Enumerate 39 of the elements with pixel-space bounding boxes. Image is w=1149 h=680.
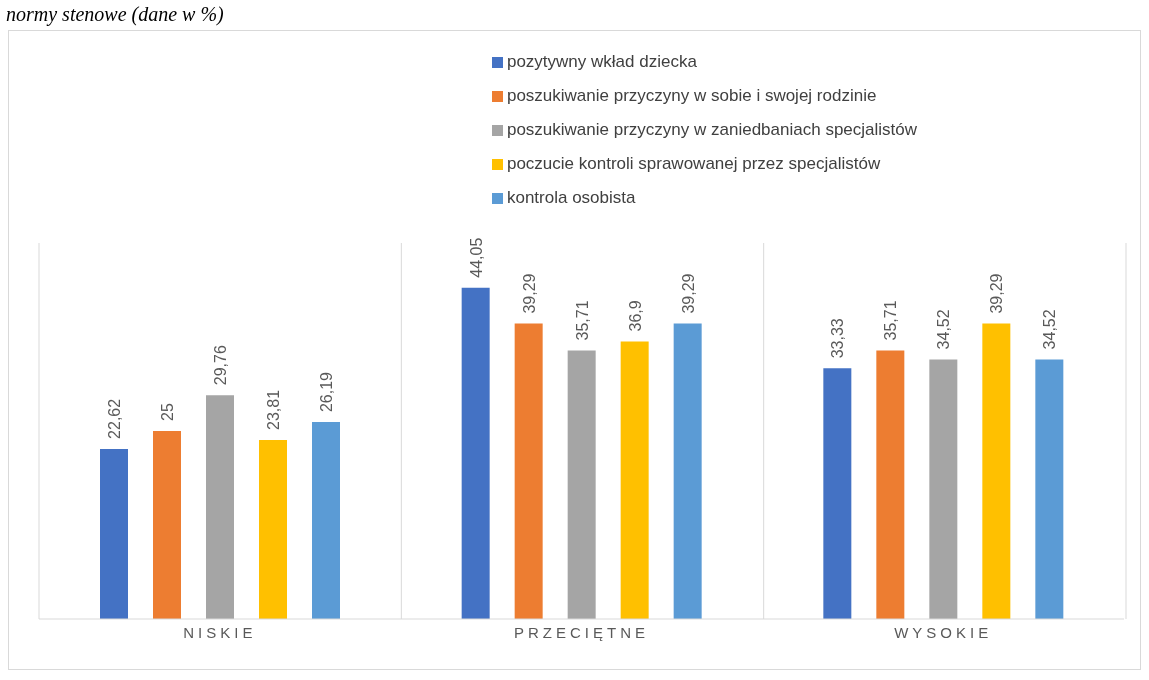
bar: [100, 448, 128, 619]
data-label: 26,19: [318, 371, 335, 413]
x-tick-label: WYSOKIE: [894, 623, 993, 641]
bar: [567, 350, 596, 619]
x-tick-label: NISKIE: [183, 623, 257, 641]
legend-label: poszukiwanie przyczyny w zaniedbaniach specjalistów: [506, 120, 918, 140]
bar: [620, 341, 649, 619]
data-label: 35,71: [882, 300, 900, 341]
data-label: 39,29: [520, 273, 538, 314]
x-tick-label: PRZECIĘTNE: [513, 623, 650, 641]
data-label: 34,52: [1041, 309, 1059, 350]
bar: [1035, 359, 1064, 619]
data-label: 33,33: [829, 318, 847, 359]
bar: [876, 350, 905, 619]
legend-label: poczucie kontroli sprawowanej przez specjalistów: [506, 154, 881, 174]
data-label: 35,71: [573, 300, 591, 341]
data-label: 36,9: [626, 300, 644, 332]
bar: [514, 323, 543, 619]
bar: [673, 323, 702, 619]
bar: [929, 359, 958, 619]
data-label: 25: [159, 403, 176, 421]
bar: [259, 439, 287, 619]
data-label: 22,62: [106, 398, 123, 439]
bar: [206, 395, 234, 619]
legend-label: pozytywny wkład dziecka: [506, 52, 697, 72]
legend-label: kontrola osobista: [506, 188, 636, 208]
data-label: 39,29: [679, 273, 697, 314]
bar: [312, 422, 340, 619]
bar: [823, 368, 852, 619]
bar: [982, 323, 1011, 619]
data-label: 34,52: [935, 309, 953, 350]
data-label: 29,76: [212, 345, 229, 386]
data-label: 23,81: [265, 389, 282, 430]
bar: [153, 431, 181, 619]
legend-label: poszukiwanie przyczyny w sobie i swojej rodzinie: [506, 86, 877, 106]
data-label: 44,05: [467, 237, 485, 278]
chart-title: normy stenowe (dane w %): [5, 2, 225, 28]
data-label: 39,29: [988, 273, 1006, 314]
bar: [461, 287, 490, 619]
